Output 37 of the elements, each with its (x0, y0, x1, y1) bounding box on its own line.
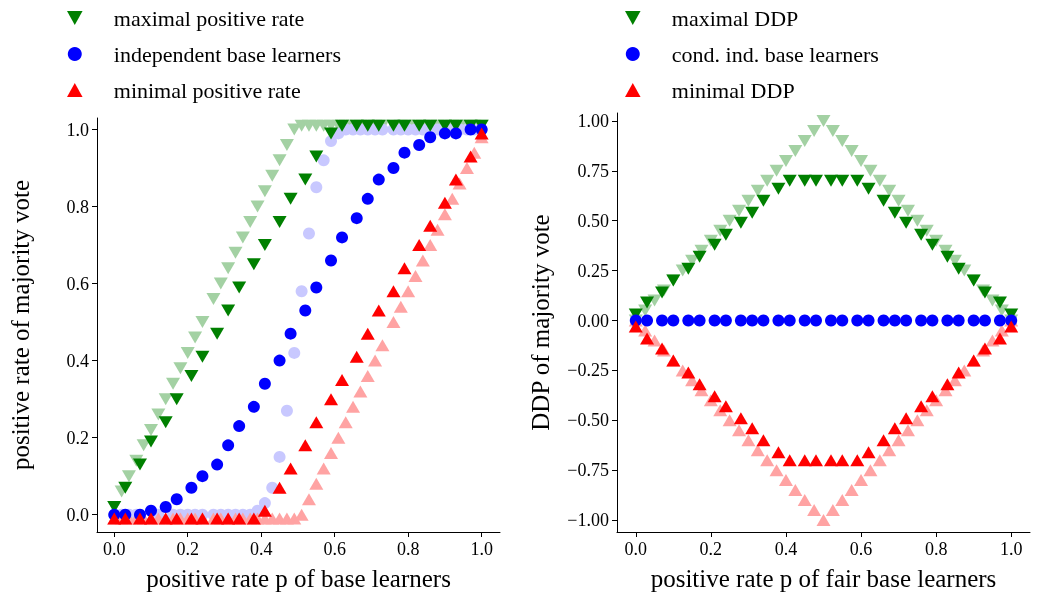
y-tick-label: −0.75 (567, 460, 609, 481)
x-axis-title: positive rate p of fair base learners (650, 565, 997, 592)
x-axis-title: positive rate p of base learners (146, 565, 451, 592)
y-axis-title: DDP of majority vote (527, 214, 554, 431)
x-tick-label: 0.8 (396, 539, 420, 559)
x-tick-label: 0.2 (176, 539, 199, 559)
y-tick-label: 0.50 (577, 210, 609, 231)
y-tick-label: −0.25 (567, 360, 609, 381)
x-tick-label: 0.4 (249, 539, 273, 559)
y-tick-label: 0.4 (66, 350, 89, 371)
legend-label: maximal DDP (671, 5, 799, 31)
x-tick-label: 0.6 (849, 539, 873, 559)
y-tick-label: 0.2 (66, 427, 89, 448)
x-tick-label: 0.4 (774, 539, 798, 559)
y-tick-label: 1.00 (577, 110, 609, 131)
y-tick-label: 0.0 (66, 504, 89, 525)
y-tick-label: 0.00 (577, 310, 609, 331)
y-tick-label: 0.6 (66, 273, 89, 294)
y-tick-label: 0.8 (66, 196, 89, 217)
x-tick-label: 0.6 (323, 539, 346, 559)
x-tick-label: 0.0 (624, 539, 648, 559)
x-tick-label: 1.0 (999, 539, 1023, 559)
x-tick-label: 1.0 (470, 539, 493, 559)
y-tick-label: 0.75 (577, 160, 609, 181)
x-tick-label: 0.0 (103, 539, 126, 559)
y-tick-label: −1.00 (567, 510, 609, 531)
legend-label: cond. ind. base learners (671, 41, 879, 67)
y-tick-label: 0.25 (577, 260, 609, 281)
x-tick-label: 0.8 (924, 539, 948, 559)
x-tick-label: 0.2 (699, 539, 723, 559)
legend-label: maximal positive rate (113, 5, 305, 31)
legend-label: minimal positive rate (113, 77, 301, 103)
y-tick-label: 1.0 (66, 119, 89, 140)
legend-label: minimal DDP (671, 77, 795, 103)
legend-label: independent base learners (113, 41, 342, 67)
y-tick-label: −0.50 (567, 410, 609, 431)
y-axis-title: positive rate of majority vote (7, 179, 34, 471)
